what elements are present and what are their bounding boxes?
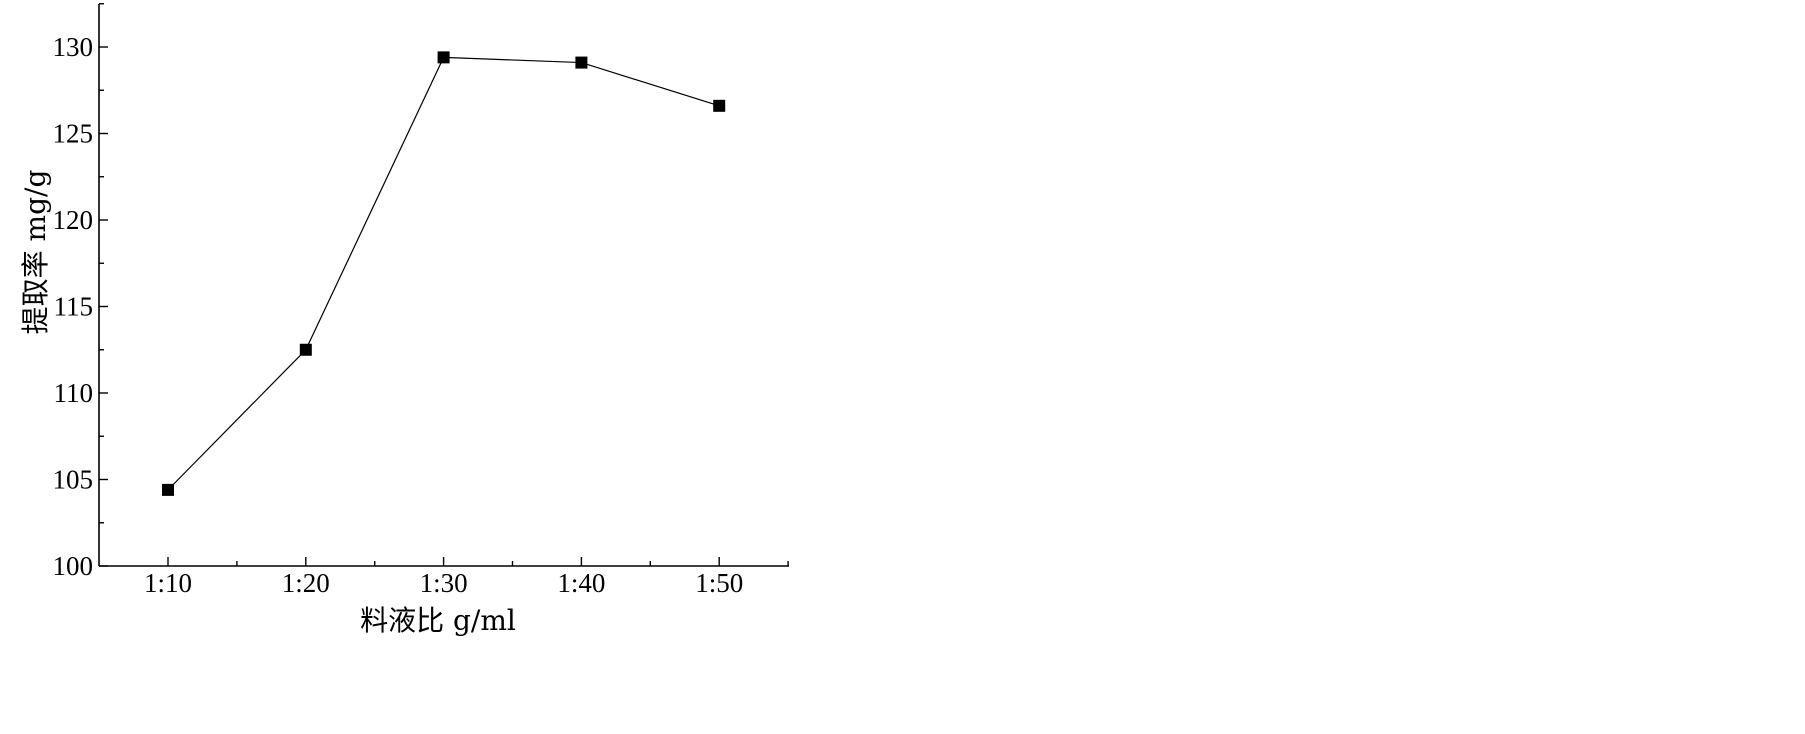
y-tick-label: 105: [53, 465, 94, 495]
series-markers: [162, 51, 726, 496]
x-tick-label: 1:30: [420, 568, 468, 598]
y-tick-label: 130: [53, 32, 94, 62]
data-point-marker: [299, 343, 312, 356]
x-tick-label: 1:20: [282, 568, 330, 598]
y-axis-title: 提取率 mg/g: [19, 170, 52, 335]
data-point-marker: [162, 483, 174, 496]
data-point-marker: [713, 99, 726, 112]
y-tick-label: 125: [53, 119, 94, 149]
data-point-marker: [437, 51, 450, 64]
x-tick-label: 1:40: [557, 568, 605, 598]
x-tick-label: 1:10: [144, 568, 192, 598]
x-tick-label: 1:50: [695, 568, 743, 598]
data-point-marker: [575, 56, 588, 69]
y-tick-label: 100: [53, 551, 94, 581]
x-axis-title: 料液比 g/ml: [360, 604, 516, 637]
y-tick-label: 115: [54, 292, 94, 322]
series-line-path: [167, 56, 720, 491]
y-tick-label: 120: [53, 205, 94, 235]
y-axis: 100 105 110 115 120 125 130: [53, 3, 108, 581]
series-line: [167, 56, 720, 491]
y-tick-label: 110: [54, 378, 94, 408]
x-axis: 1:10 1:20 1:30 1:40 1:50: [99, 557, 789, 598]
